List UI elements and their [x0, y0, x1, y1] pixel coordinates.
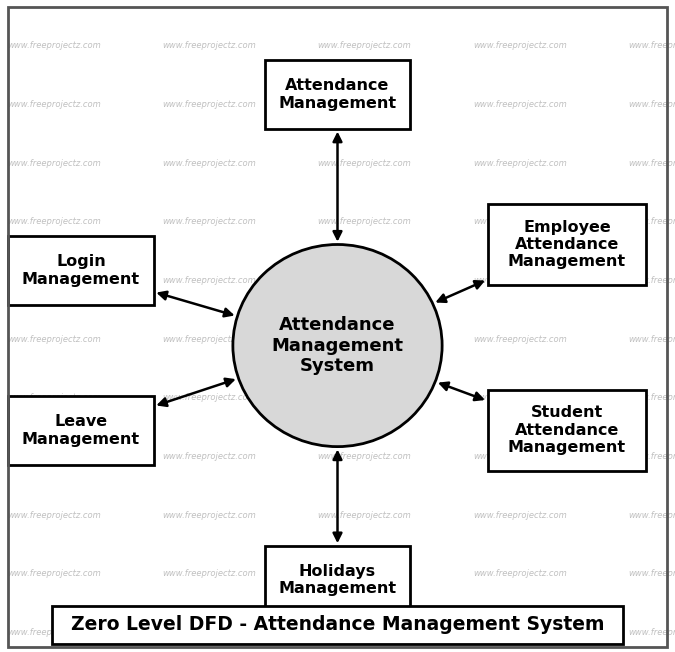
Bar: [265, 60, 410, 128]
Text: www.freeprojectz.com: www.freeprojectz.com: [163, 511, 256, 520]
Text: www.freeprojectz.com: www.freeprojectz.com: [473, 628, 566, 637]
Text: www.freeprojectz.com: www.freeprojectz.com: [318, 393, 411, 402]
Text: www.freeprojectz.com: www.freeprojectz.com: [7, 100, 101, 109]
Text: www.freeprojectz.com: www.freeprojectz.com: [163, 452, 256, 461]
Text: www.freeprojectz.com: www.freeprojectz.com: [628, 41, 675, 50]
Text: www.freeprojectz.com: www.freeprojectz.com: [473, 158, 566, 168]
Text: www.freeprojectz.com: www.freeprojectz.com: [318, 628, 411, 637]
Text: www.freeprojectz.com: www.freeprojectz.com: [473, 276, 566, 285]
Text: www.freeprojectz.com: www.freeprojectz.com: [318, 100, 411, 109]
Text: www.freeprojectz.com: www.freeprojectz.com: [628, 334, 675, 344]
Text: www.freeprojectz.com: www.freeprojectz.com: [163, 569, 256, 578]
Text: www.freeprojectz.com: www.freeprojectz.com: [7, 569, 101, 578]
Text: www.freeprojectz.com: www.freeprojectz.com: [628, 100, 675, 109]
Text: www.freeprojectz.com: www.freeprojectz.com: [7, 334, 101, 344]
Bar: [487, 389, 646, 471]
Circle shape: [233, 244, 442, 447]
Text: www.freeprojectz.com: www.freeprojectz.com: [7, 393, 101, 402]
Text: www.freeprojectz.com: www.freeprojectz.com: [7, 511, 101, 520]
Text: www.freeprojectz.com: www.freeprojectz.com: [473, 334, 566, 344]
Text: www.freeprojectz.com: www.freeprojectz.com: [7, 276, 101, 285]
Text: www.freeprojectz.com: www.freeprojectz.com: [318, 158, 411, 168]
Text: www.freeprojectz.com: www.freeprojectz.com: [163, 393, 256, 402]
Text: www.freeprojectz.com: www.freeprojectz.com: [163, 334, 256, 344]
Bar: [8, 237, 153, 305]
Text: www.freeprojectz.com: www.freeprojectz.com: [628, 628, 675, 637]
Text: www.freeprojectz.com: www.freeprojectz.com: [628, 217, 675, 226]
Text: www.freeprojectz.com: www.freeprojectz.com: [628, 158, 675, 168]
Text: www.freeprojectz.com: www.freeprojectz.com: [473, 452, 566, 461]
Bar: [265, 546, 410, 614]
Text: www.freeprojectz.com: www.freeprojectz.com: [473, 569, 566, 578]
Text: www.freeprojectz.com: www.freeprojectz.com: [7, 217, 101, 226]
Text: www.freeprojectz.com: www.freeprojectz.com: [7, 628, 101, 637]
Text: www.freeprojectz.com: www.freeprojectz.com: [318, 217, 411, 226]
Text: www.freeprojectz.com: www.freeprojectz.com: [163, 217, 256, 226]
Text: www.freeprojectz.com: www.freeprojectz.com: [7, 452, 101, 461]
Text: www.freeprojectz.com: www.freeprojectz.com: [163, 276, 256, 285]
Text: Student
Attendance
Management: Student Attendance Management: [508, 406, 626, 455]
Text: www.freeprojectz.com: www.freeprojectz.com: [473, 100, 566, 109]
Text: www.freeprojectz.com: www.freeprojectz.com: [318, 334, 411, 344]
Text: www.freeprojectz.com: www.freeprojectz.com: [628, 393, 675, 402]
Text: www.freeprojectz.com: www.freeprojectz.com: [628, 276, 675, 285]
Text: www.freeprojectz.com: www.freeprojectz.com: [318, 452, 411, 461]
Text: www.freeprojectz.com: www.freeprojectz.com: [318, 569, 411, 578]
Text: Login
Management: Login Management: [22, 254, 140, 287]
Text: www.freeprojectz.com: www.freeprojectz.com: [163, 628, 256, 637]
Text: www.freeprojectz.com: www.freeprojectz.com: [163, 158, 256, 168]
Text: Attendance
Management
System: Attendance Management System: [271, 316, 404, 376]
Bar: [53, 606, 622, 644]
Text: www.freeprojectz.com: www.freeprojectz.com: [318, 511, 411, 520]
Text: www.freeprojectz.com: www.freeprojectz.com: [473, 41, 566, 50]
Bar: [8, 396, 153, 464]
Text: Leave
Management: Leave Management: [22, 414, 140, 447]
Text: Zero Level DFD - Attendance Management System: Zero Level DFD - Attendance Management S…: [71, 615, 604, 634]
Text: www.freeprojectz.com: www.freeprojectz.com: [7, 158, 101, 168]
Text: www.freeprojectz.com: www.freeprojectz.com: [318, 41, 411, 50]
Text: www.freeprojectz.com: www.freeprojectz.com: [318, 276, 411, 285]
Text: Attendance
Management: Attendance Management: [278, 78, 397, 111]
Text: Holidays
Management: Holidays Management: [278, 564, 397, 597]
Text: www.freeprojectz.com: www.freeprojectz.com: [628, 569, 675, 578]
Text: www.freeprojectz.com: www.freeprojectz.com: [7, 41, 101, 50]
Text: www.freeprojectz.com: www.freeprojectz.com: [628, 511, 675, 520]
Text: www.freeprojectz.com: www.freeprojectz.com: [473, 393, 566, 402]
Text: www.freeprojectz.com: www.freeprojectz.com: [163, 41, 256, 50]
Text: www.freeprojectz.com: www.freeprojectz.com: [163, 100, 256, 109]
Text: Employee
Attendance
Management: Employee Attendance Management: [508, 220, 626, 269]
Bar: [487, 203, 646, 286]
Text: www.freeprojectz.com: www.freeprojectz.com: [628, 452, 675, 461]
Text: www.freeprojectz.com: www.freeprojectz.com: [473, 511, 566, 520]
Text: www.freeprojectz.com: www.freeprojectz.com: [473, 217, 566, 226]
